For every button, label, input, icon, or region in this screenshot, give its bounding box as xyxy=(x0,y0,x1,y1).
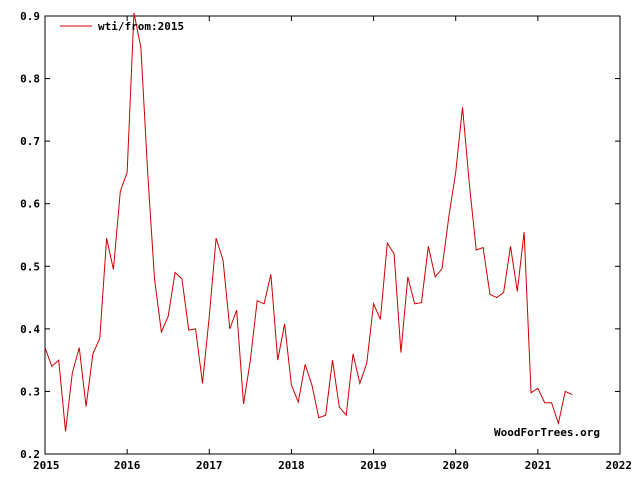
y-tick-label: 0.6 xyxy=(20,198,40,211)
series-layer xyxy=(44,12,573,432)
credit-label: WoodForTrees.org xyxy=(494,426,600,439)
x-tick-label: 2019 xyxy=(360,459,387,472)
y-tick-label: 0.2 xyxy=(20,448,40,461)
y-tick-label: 0.5 xyxy=(20,260,40,273)
x-tick-label: 2021 xyxy=(525,459,552,472)
x-tick-label: 2015 xyxy=(33,459,60,472)
y-tick-label: 0.7 xyxy=(20,135,40,148)
y-tick-label: 0.4 xyxy=(20,323,40,336)
y-tick-label: 0.3 xyxy=(20,385,40,398)
series-line xyxy=(44,12,573,432)
legend-label: wti/from:2015 xyxy=(98,20,184,33)
x-tick-label: 2018 xyxy=(278,459,305,472)
x-tick-label: 2020 xyxy=(442,459,469,472)
y-axis: 0.2 0.3 0.4 0.5 0.6 0.7 0.8 0.9 xyxy=(20,10,620,461)
x-tick-label: 2022 xyxy=(606,459,633,472)
y-tick-label: 0.9 xyxy=(20,10,40,23)
y-tick-label: 0.8 xyxy=(20,73,40,86)
plot-area-frame xyxy=(44,15,621,455)
x-tick-label: 2017 xyxy=(196,459,223,472)
x-axis: 2015 2016 2017 2018 2019 2020 2021 2022 xyxy=(33,16,632,472)
x-tick-label: 2016 xyxy=(114,459,141,472)
legend: wti/from:2015 xyxy=(60,20,184,33)
